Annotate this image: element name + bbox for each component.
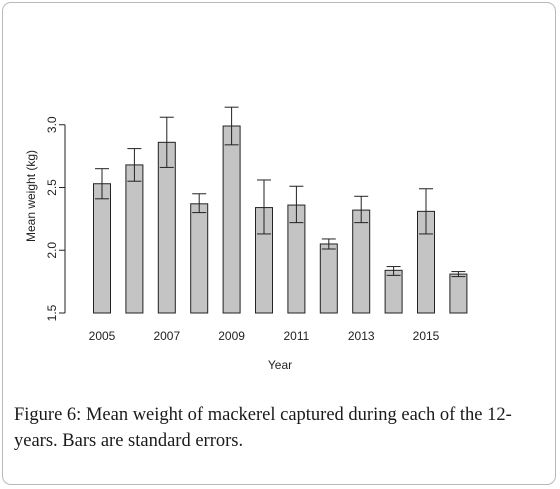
bar [319, 243, 338, 314]
x-tick-label: 2013 [348, 329, 375, 343]
caption-text: Mean weight of mackerel captured during … [14, 405, 512, 451]
figure-caption: Figure 6: Mean weight of mackerel captur… [14, 402, 546, 454]
y-axis-title: Mean weight (kg) [24, 150, 38, 242]
bar [449, 273, 468, 314]
x-tick-label: 2009 [218, 329, 245, 343]
bar [384, 269, 403, 314]
x-tick-label: 2011 [283, 329, 309, 343]
bars [93, 125, 468, 314]
x-axis-title: Year [268, 358, 292, 372]
bar [157, 141, 176, 314]
y-tick-label: 3.0 [45, 116, 59, 133]
bar [125, 164, 144, 314]
x-axis: 2005 2007 2009 2011 2013 2015 [89, 329, 440, 343]
x-tick-label: 2007 [153, 329, 180, 343]
y-tick-label: 2.5 [45, 179, 59, 196]
bar [352, 209, 371, 314]
bar [93, 183, 111, 314]
error-bars [95, 106, 466, 278]
bar [190, 203, 209, 314]
y-axis: 1.5 2.0 2.5 3.0 [45, 116, 66, 321]
y-tick-label: 2.0 [45, 242, 59, 259]
bar-chart: 1.5 2.0 2.5 3.0 2005 2007 2009 2011 2013 2015 Ye… [24, 106, 468, 372]
y-tick-label: 1.5 [45, 304, 59, 321]
caption-label: Figure 6: [14, 405, 82, 425]
x-tick-label: 2015 [413, 329, 440, 343]
bar [222, 125, 241, 314]
x-tick-label: 2005 [89, 329, 116, 343]
